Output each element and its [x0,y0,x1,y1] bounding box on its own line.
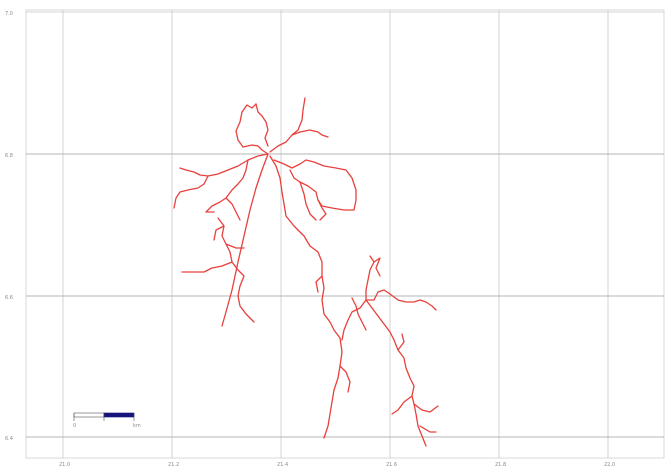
scale-bar: 0 km [73,412,141,429]
map-frame [25,9,665,459]
x-tick-label: 21.0 [59,462,70,468]
river-network [173,97,439,447]
y-tick-label: 6.4 [5,436,13,442]
scale-bar-white-segment [73,412,105,418]
scale-bar-dark-segment [103,412,135,418]
y-tick-label: 6.6 [5,295,13,301]
x-tick-label: 21.2 [168,462,179,468]
y-tick-label: 6.8 [5,153,13,159]
x-tick-label: 21.6 [386,462,397,468]
x-tick-label: 21.4 [277,462,288,468]
scale-bar-right-label: km [133,423,141,429]
x-tick-label: 21.8 [495,462,506,468]
x-tick-label: 22.0 [604,462,615,468]
scale-bar-left-label: 0 [73,423,76,429]
y-axis-labels: 7.0 6.8 6.6 6.4 [5,11,13,442]
grid-vertical [62,10,609,458]
y-tick-label: 7.0 [5,11,13,17]
grid-horizontal [26,11,664,438]
x-axis-labels: 21.0 21.2 21.4 21.6 21.8 22.0 [59,462,615,468]
